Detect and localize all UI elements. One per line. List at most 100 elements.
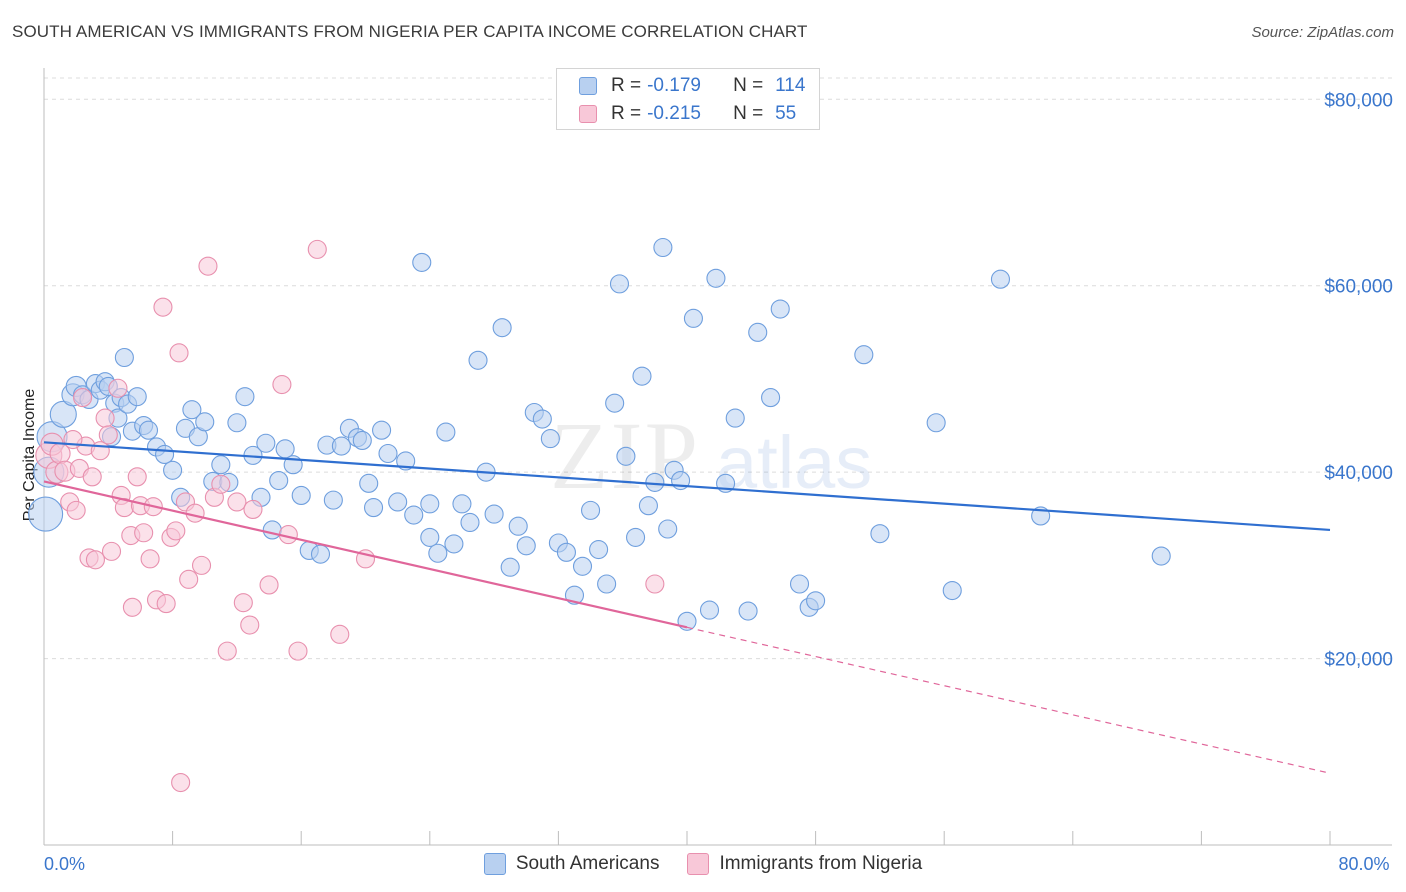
- point-south-american: [589, 539, 609, 560]
- point-nigeria: [156, 594, 176, 614]
- point-nigeria: [288, 641, 308, 661]
- point-south-american: [310, 544, 331, 564]
- point-nigeria: [127, 467, 147, 487]
- n-value: 114: [775, 75, 806, 96]
- point-south-american: [404, 505, 424, 525]
- point-south-american: [540, 429, 560, 449]
- point-south-american: [28, 496, 64, 532]
- point-nigeria: [108, 378, 128, 398]
- point-nigeria: [169, 343, 189, 363]
- r-value: -0.215: [647, 103, 701, 124]
- point-south-american: [468, 350, 488, 370]
- point-nigeria: [90, 441, 110, 461]
- point-nigeria: [272, 374, 292, 395]
- legend-label: Immigrants from Nigeria: [719, 853, 923, 874]
- point-south-american: [492, 318, 512, 338]
- point-nigeria: [82, 467, 102, 487]
- trend-lines: [43, 441, 1331, 774]
- point-south-american: [699, 600, 720, 620]
- watermark-atlas: atlas: [716, 421, 872, 504]
- blue-swatch: [579, 77, 597, 95]
- point-south-american: [854, 345, 874, 365]
- point-south-american: [235, 387, 255, 407]
- point-south-american: [616, 446, 636, 466]
- point-nigeria: [191, 555, 212, 575]
- point-south-american: [227, 413, 247, 433]
- y-tick-label: $40,000: [1324, 463, 1393, 484]
- point-south-american: [626, 527, 646, 547]
- point-nigeria: [98, 425, 118, 445]
- point-nigeria: [259, 575, 279, 595]
- point-south-american: [597, 574, 617, 594]
- y-tick-label: $80,000: [1324, 90, 1393, 111]
- point-south-american: [632, 366, 652, 386]
- tick-labels: $20,000 $40,000 $60,000 $80,000 0.0% 80.0%: [44, 90, 1393, 874]
- point-south-american: [359, 473, 379, 493]
- point-nigeria: [66, 500, 86, 520]
- point-south-american: [572, 556, 593, 576]
- point-south-american: [460, 512, 480, 533]
- point-nigeria: [95, 408, 115, 428]
- point-nigeria: [307, 239, 327, 259]
- point-nigeria: [179, 569, 199, 589]
- point-south-american: [806, 591, 826, 611]
- point-south-american: [738, 601, 758, 621]
- point-south-american: [363, 498, 384, 518]
- point-nigeria: [330, 624, 350, 644]
- r-label: R =: [611, 75, 642, 96]
- legend-item-nigeria[interactable]: Immigrants from Nigeria: [687, 853, 922, 875]
- point-south-american: [323, 490, 343, 510]
- point-south-american: [420, 494, 440, 514]
- point-south-american: [269, 470, 289, 491]
- point-south-american: [114, 347, 134, 368]
- point-nigeria: [211, 474, 231, 494]
- point-south-american: [556, 542, 576, 562]
- point-nigeria: [243, 499, 263, 519]
- point-nigeria: [227, 492, 247, 512]
- point-nigeria: [171, 772, 191, 793]
- r-label: R =: [611, 103, 642, 124]
- point-south-american: [770, 299, 790, 319]
- point-nigeria: [153, 297, 173, 317]
- point-south-american: [372, 420, 392, 440]
- point-south-american: [500, 557, 520, 577]
- point-south-american: [378, 443, 398, 464]
- stats-row-south-americans: R = -0.179 N = 114: [579, 74, 805, 98]
- point-south-american: [645, 472, 665, 492]
- point-nigeria: [645, 574, 665, 594]
- point-south-american: [388, 492, 408, 512]
- watermark: ZIP atlas: [550, 402, 872, 509]
- point-nigeria: [240, 615, 260, 635]
- point-south-american: [428, 543, 448, 563]
- point-nigeria: [166, 521, 186, 541]
- point-south-american: [291, 485, 311, 506]
- point-south-american: [532, 409, 552, 429]
- r-value: -0.179: [647, 75, 701, 96]
- n-label: N =: [733, 103, 764, 124]
- point-south-american: [452, 494, 472, 514]
- point-south-american: [182, 400, 202, 420]
- point-south-american: [653, 237, 673, 258]
- blue-swatch: [483, 853, 506, 875]
- point-nigeria: [73, 388, 93, 408]
- stats-box: R = -0.179 N = 114 R = -0.215 N = 55: [556, 68, 820, 130]
- point-south-american: [396, 451, 416, 471]
- point-nigeria: [198, 256, 218, 276]
- gridlines: [44, 77, 1392, 660]
- point-south-american: [412, 252, 432, 272]
- point-nigeria: [185, 503, 205, 523]
- point-south-american: [761, 388, 781, 408]
- n-label: N =: [733, 75, 764, 96]
- point-south-american: [275, 439, 295, 459]
- legend-item-south-americans[interactable]: South Americans: [483, 853, 659, 875]
- source-credit[interactable]: Source: ZipAtlas.com: [1251, 24, 1394, 41]
- point-south-american: [516, 536, 536, 556]
- point-south-american: [638, 496, 658, 516]
- point-south-american: [605, 393, 625, 413]
- pink-swatch: [579, 105, 597, 123]
- point-south-american: [262, 520, 282, 540]
- trend-line-nigeria-extrapolated: [686, 626, 1331, 774]
- point-south-american: [484, 504, 504, 524]
- point-south-american: [420, 527, 440, 547]
- legend: South Americans Immigrants from Nigeria: [0, 852, 1406, 876]
